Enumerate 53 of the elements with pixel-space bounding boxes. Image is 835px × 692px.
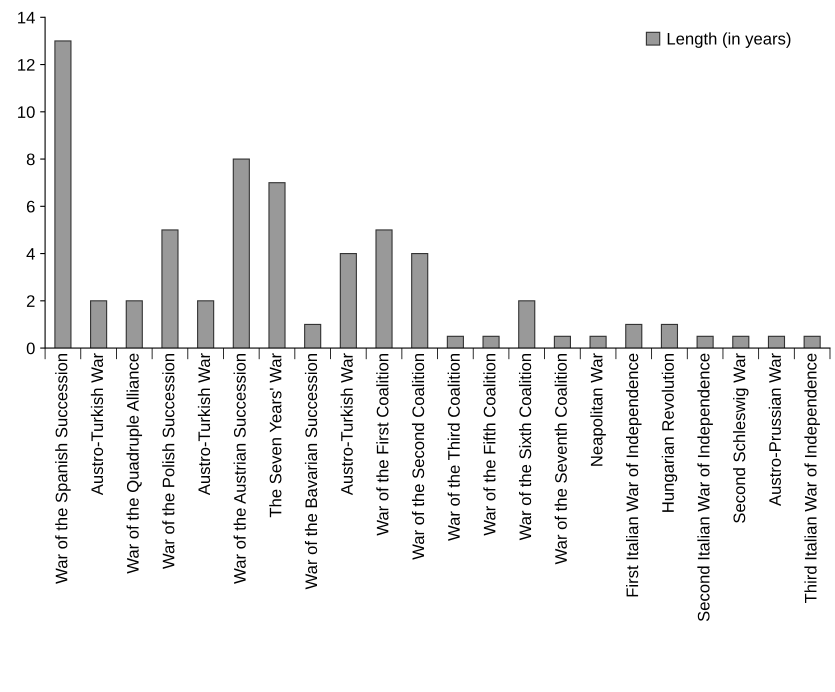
x-tick-label: Neapolitan War bbox=[590, 353, 606, 466]
y-tick-label: 4 bbox=[26, 248, 35, 260]
y-tick-label: 10 bbox=[18, 106, 35, 118]
bar bbox=[768, 336, 786, 348]
bar bbox=[411, 253, 428, 348]
y-tick-label: 0 bbox=[26, 342, 35, 354]
bar bbox=[197, 300, 214, 348]
bar bbox=[518, 300, 536, 348]
x-tick-label: War of the Austrian Succession bbox=[234, 354, 246, 584]
bar bbox=[304, 324, 322, 348]
y-tick-label: 14 bbox=[18, 12, 35, 24]
bar bbox=[232, 158, 250, 348]
y-tick-label: 8 bbox=[26, 153, 35, 166]
bar bbox=[732, 336, 750, 348]
bar bbox=[126, 300, 143, 348]
x-tick-label: Austro-Turkish War bbox=[198, 353, 210, 496]
bar bbox=[161, 229, 179, 348]
x-tick-label: The Seven Years' War bbox=[269, 353, 282, 518]
bar bbox=[340, 253, 357, 348]
bar bbox=[554, 336, 571, 348]
bar bbox=[482, 336, 500, 348]
x-tick-label: First Italian War of Independence bbox=[626, 354, 642, 596]
bar bbox=[375, 229, 393, 348]
x-tick-label: Second Schleswig War bbox=[733, 353, 749, 523]
x-tick-label: Austro-Turkish War bbox=[90, 353, 104, 496]
y-tick-label: 12 bbox=[18, 58, 35, 71]
x-tick-label: War of the Second Coalition bbox=[412, 354, 424, 560]
x-tick-label: War of the Quadruple Alliance bbox=[126, 354, 142, 574]
bar bbox=[660, 324, 678, 348]
x-tick-label: War of the Third Coalition bbox=[448, 354, 460, 541]
legend-label: Length (in years) bbox=[668, 32, 790, 48]
x-tick-label: War of the Spanish Succession bbox=[55, 354, 71, 584]
bar bbox=[590, 336, 607, 348]
bar bbox=[625, 324, 642, 348]
bar bbox=[268, 182, 286, 348]
x-tick-label: Second Italian War of Independence bbox=[697, 354, 713, 622]
x-tick-label: Hungarian Revolution bbox=[662, 354, 678, 512]
bar bbox=[804, 336, 821, 348]
y-tick-label: 2 bbox=[26, 295, 35, 307]
x-tick-label: Austro-Turkish War bbox=[340, 353, 353, 496]
x-tick-label: War of the Polish Succession bbox=[162, 354, 174, 569]
x-tick-label: War of the Seventh Coalition bbox=[554, 354, 567, 564]
bar bbox=[90, 300, 108, 348]
bar bbox=[696, 336, 714, 348]
x-tick-label: Austro-Prussian War bbox=[768, 353, 781, 506]
x-tick-label: War of the First Coalition bbox=[376, 354, 388, 536]
x-tick-label: War of the Bavarian Succession bbox=[304, 354, 318, 590]
bar bbox=[446, 336, 464, 348]
x-tick-label: Third Italian War of Independence bbox=[804, 354, 820, 603]
y-tick-label: 6 bbox=[26, 200, 35, 213]
x-tick-label: War of the Sixth Coalition bbox=[518, 354, 532, 540]
x-tick-label: War of the Fifth Coalition bbox=[483, 354, 496, 536]
bar bbox=[54, 40, 72, 348]
